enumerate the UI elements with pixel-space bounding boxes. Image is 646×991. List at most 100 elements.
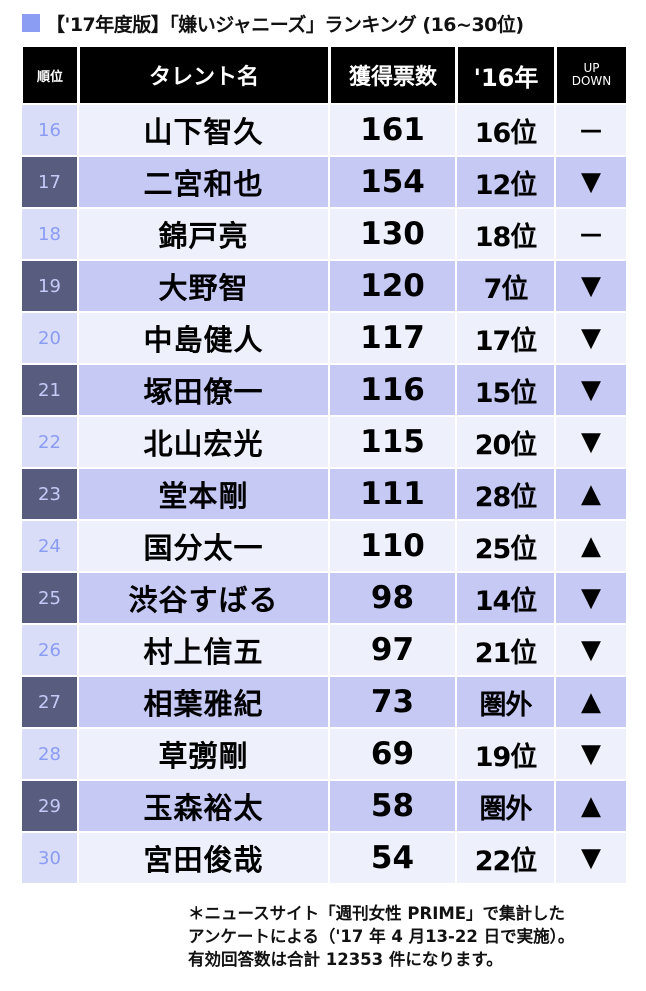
rank-cell: 17 [22,155,77,207]
rank-cell: 23 [22,467,77,519]
updown-cell: ▲ [556,519,626,571]
prev-year-cell: 7位 [457,259,554,311]
rank-cell: 25 [22,571,77,623]
rank-cell: 26 [22,623,77,675]
prev-year-cell: 17位 [457,311,554,363]
rank-cell: 30 [22,831,77,883]
header-rank: 順位 [22,47,77,103]
votes-cell: 130 [330,207,455,259]
votes-cell: 120 [330,259,455,311]
footnote-line: ＊ニュースサイト「週刊女性 PRIME」で集計した [188,904,566,923]
prev-year-cell: 25位 [457,519,554,571]
votes-cell: 54 [330,831,455,883]
header-name: タレント名 [79,47,328,103]
table-row: 17 二宮和也 154 12位 ▼ [22,155,626,207]
votes-cell: 154 [330,155,455,207]
rank-cell: 28 [22,727,77,779]
prev-year-cell: 14位 [457,571,554,623]
table-row: 26 村上信五 97 21位 ▼ [22,623,626,675]
updown-cell: ▲ [556,779,626,831]
name-cell: 山下智久 [79,103,328,155]
prev-year-cell: 15位 [457,363,554,415]
header-updown-text: UP DOWN [571,61,612,88]
name-cell: 二宮和也 [79,155,328,207]
updown-cell: ▼ [556,363,626,415]
votes-cell: 110 [330,519,455,571]
name-cell: 宮田俊哉 [79,831,328,883]
votes-cell: 116 [330,363,455,415]
name-cell: 草彅剛 [79,727,328,779]
updown-cell: ▼ [556,311,626,363]
updown-cell: ▼ [556,727,626,779]
footnote-line: 有効回答数は合計 12353 件になります。 [188,950,503,969]
rank-cell: 21 [22,363,77,415]
prev-year-cell: 16位 [457,103,554,155]
votes-cell: 97 [330,623,455,675]
prev-year-cell: 19位 [457,727,554,779]
table-row: 28 草彅剛 69 19位 ▼ [22,727,626,779]
updown-cell: ▼ [556,571,626,623]
header-row: 順位 タレント名 獲得票数 '16年 UP DOWN [22,47,626,103]
updown-cell: ▼ [556,259,626,311]
updown-cell: ▼ [556,623,626,675]
updown-cell: ▼ [556,155,626,207]
votes-cell: 115 [330,415,455,467]
prev-year-cell: 21位 [457,623,554,675]
header-votes: 獲得票数 [330,47,455,103]
table-row: 30 宮田俊哉 54 22位 ▼ [22,831,626,883]
votes-cell: 58 [330,779,455,831]
rank-cell: 16 [22,103,77,155]
name-cell: 中島健人 [79,311,328,363]
rank-cell: 22 [22,415,77,467]
prev-year-cell: 28位 [457,467,554,519]
name-cell: 大野智 [79,259,328,311]
updown-cell: ▼ [556,415,626,467]
header-updown: UP DOWN [556,47,626,103]
table-row: 23 堂本剛 111 28位 ▲ [22,467,626,519]
table-row: 20 中島健人 117 17位 ▼ [22,311,626,363]
prev-year-cell: 18位 [457,207,554,259]
header-prev-year: '16年 [457,47,554,103]
ranking-table: 順位 タレント名 獲得票数 '16年 UP DOWN 16 山下智久 161 16位－… [20,47,628,883]
rank-cell: 29 [22,779,77,831]
prev-year-cell: 圏外 [457,779,554,831]
votes-cell: 98 [330,571,455,623]
prev-year-cell: 圏外 [457,675,554,727]
prev-year-cell: 22位 [457,831,554,883]
name-cell: 相葉雅紀 [79,675,328,727]
table-row: 16 山下智久 161 16位－ [22,103,626,155]
name-cell: 塚田僚一 [79,363,328,415]
name-cell: 錦戸亮 [79,207,328,259]
prev-year-cell: 20位 [457,415,554,467]
votes-cell: 161 [330,103,455,155]
prev-year-cell: 12位 [457,155,554,207]
name-cell: 北山宏光 [79,415,328,467]
votes-cell: 73 [330,675,455,727]
footnote-line: アンケートによる（'17 年 4 月13-22 日で実施）。 [188,927,575,946]
name-cell: 国分太一 [79,519,328,571]
table-row: 18 錦戸亮 130 18位－ [22,207,626,259]
updown-cell: ▲ [556,467,626,519]
title-square-icon [22,14,40,32]
name-cell: 渋谷すばる [79,571,328,623]
table-row: 24 国分太一 110 25位 ▲ [22,519,626,571]
footnote: ＊ニュースサイト「週刊女性 PRIME」で集計した アンケートによる（'17 年… [188,902,574,971]
table-row: 19 大野智 120 7位 ▼ [22,259,626,311]
updown-cell: － [556,103,626,155]
table-row: 29 玉森裕太 58 圏外 ▲ [22,779,626,831]
name-cell: 玉森裕太 [79,779,328,831]
table-title: 【'17年度版】「嫌いジャニーズ」ランキング (16~30位) [22,8,524,38]
updown-cell: ▲ [556,675,626,727]
rank-cell: 20 [22,311,77,363]
title-text: 【'17年度版】「嫌いジャニーズ」ランキング (16~30位) [46,13,524,36]
votes-cell: 69 [330,727,455,779]
table-row: 22 北山宏光 115 20位 ▼ [22,415,626,467]
rank-cell: 18 [22,207,77,259]
rank-cell: 24 [22,519,77,571]
rank-cell: 19 [22,259,77,311]
table-row: 25 渋谷すばる 98 14位 ▼ [22,571,626,623]
table-row: 27 相葉雅紀 73 圏外 ▲ [22,675,626,727]
votes-cell: 117 [330,311,455,363]
table-row: 21 塚田僚一 116 15位 ▼ [22,363,626,415]
votes-cell: 111 [330,467,455,519]
